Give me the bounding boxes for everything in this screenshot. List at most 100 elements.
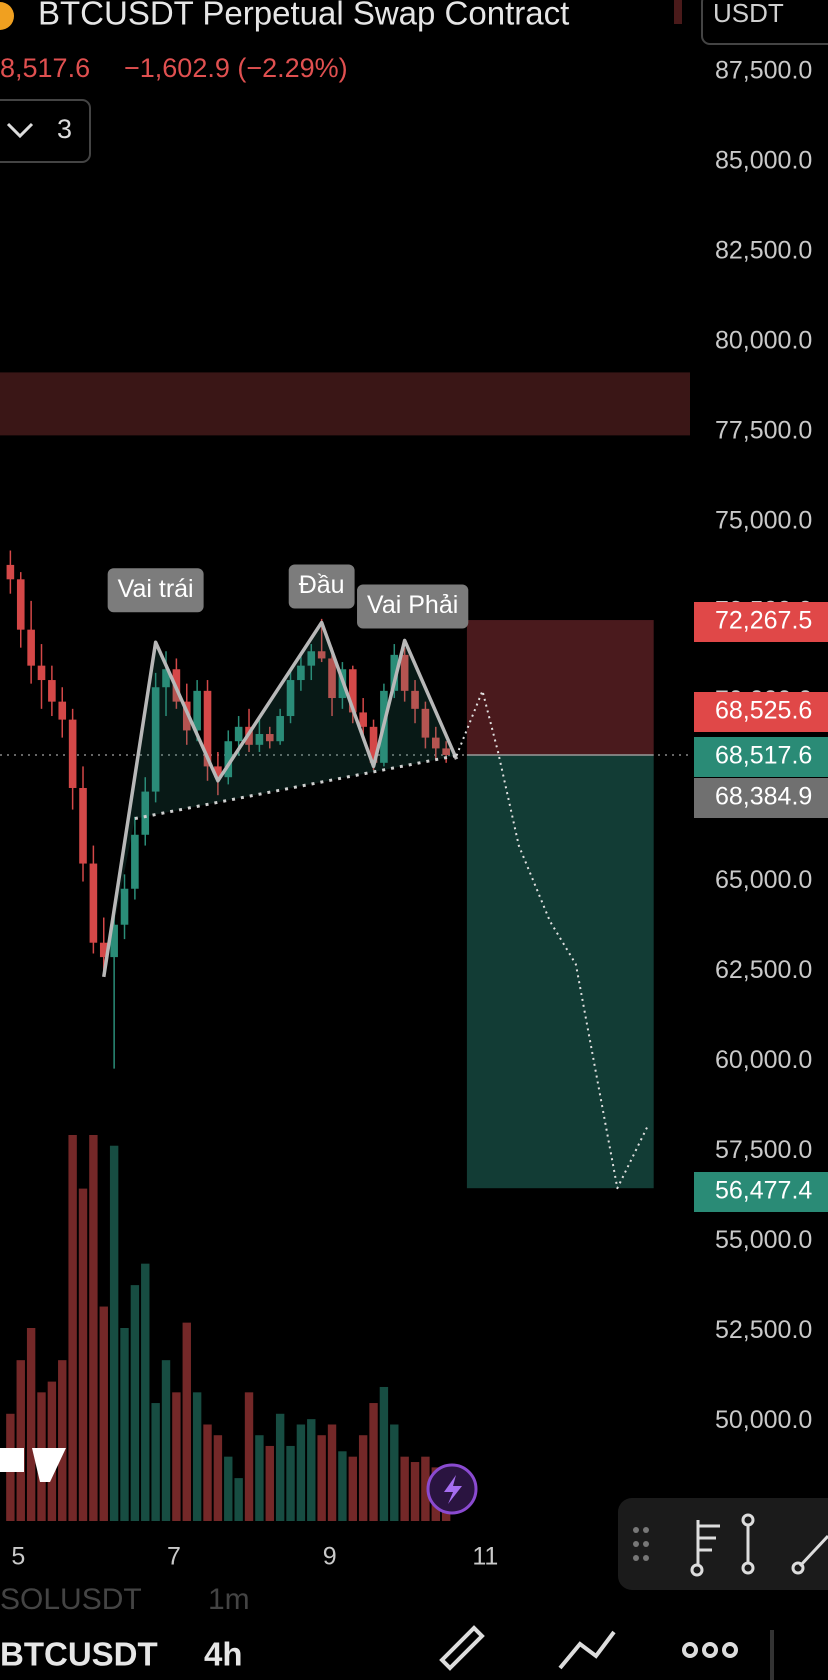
y-tick-label: 57,500.0 bbox=[715, 1136, 812, 1164]
annotation-box bbox=[357, 584, 469, 629]
candle-body bbox=[255, 734, 264, 745]
volume-bar bbox=[265, 1445, 274, 1521]
volume-bar bbox=[172, 1392, 181, 1521]
candle-body bbox=[411, 690, 419, 709]
currency-box[interactable] bbox=[701, 0, 828, 45]
x-tick-label: 11 bbox=[472, 1543, 498, 1571]
volume-bar bbox=[99, 1306, 108, 1521]
volume-bar bbox=[327, 1424, 337, 1521]
volume-bar bbox=[130, 1285, 140, 1521]
volume-bar bbox=[151, 1403, 160, 1521]
indicator-toggle[interactable] bbox=[0, 99, 91, 163]
candle-body bbox=[265, 734, 274, 742]
tool-icons[interactable] bbox=[690, 1513, 828, 1577]
price-tag bbox=[694, 602, 828, 642]
volume-bar bbox=[348, 1456, 357, 1521]
candle-body bbox=[120, 888, 129, 925]
x-tick-label: 9 bbox=[323, 1543, 337, 1571]
resistance-zone bbox=[0, 372, 690, 436]
candle-body bbox=[234, 726, 243, 742]
candle-body bbox=[400, 654, 409, 691]
lightning-icon bbox=[444, 1475, 462, 1504]
y-tick-label: 50,000.0 bbox=[715, 1406, 812, 1434]
candle-body bbox=[286, 680, 295, 717]
candle-body bbox=[431, 737, 440, 749]
neckline bbox=[134, 754, 457, 821]
annotation-label: Vai Phải bbox=[367, 591, 458, 619]
y-tick-label: 60,000.0 bbox=[715, 1046, 812, 1074]
volume-bar bbox=[213, 1435, 223, 1521]
volume-bar bbox=[120, 1328, 129, 1521]
price-tag bbox=[694, 692, 828, 732]
previous-interval[interactable]: 1m bbox=[208, 1583, 250, 1616]
volume-bar bbox=[58, 1360, 67, 1521]
y-tick-label: 87,500.0 bbox=[715, 57, 812, 85]
pattern-fill bbox=[103, 622, 457, 977]
candle-body bbox=[317, 651, 326, 659]
volume-bar bbox=[296, 1424, 306, 1521]
target-zone bbox=[466, 754, 654, 1189]
pattern-line bbox=[102, 620, 459, 978]
price-tag-label: 56,477.4 bbox=[715, 1177, 812, 1205]
y-tick-label: 77,500.0 bbox=[715, 416, 812, 444]
currency: USDT bbox=[713, 0, 784, 28]
candle-body bbox=[328, 658, 336, 699]
interval[interactable]: 4h bbox=[204, 1636, 243, 1673]
volume-bar bbox=[203, 1424, 212, 1521]
candle-body bbox=[224, 741, 233, 778]
price-tag-label: 68,384.9 bbox=[715, 783, 812, 811]
y-tick-label: 65,000.0 bbox=[715, 866, 812, 894]
candle-body bbox=[79, 787, 87, 864]
annotation-label: Đầu bbox=[299, 571, 345, 599]
annotation-box bbox=[288, 564, 355, 609]
volume-bar bbox=[244, 1392, 254, 1521]
volume-bar bbox=[141, 1263, 150, 1521]
candle-body bbox=[276, 716, 284, 742]
candle-body bbox=[151, 687, 160, 792]
candle-body bbox=[27, 629, 35, 666]
candle-body bbox=[89, 863, 98, 943]
x-tick-label: 5 bbox=[11, 1543, 25, 1571]
candle-body bbox=[297, 665, 305, 681]
volume-bar bbox=[192, 1392, 202, 1521]
volume-bar bbox=[16, 1360, 25, 1521]
volume-bar bbox=[275, 1413, 285, 1521]
symbol[interactable]: BTCUSDT bbox=[0, 1636, 158, 1673]
candle-body bbox=[369, 726, 378, 763]
volume-bar bbox=[400, 1456, 409, 1521]
candle-body bbox=[131, 834, 139, 889]
previous-symbol[interactable]: SOLUSDT bbox=[0, 1583, 142, 1616]
volume-bar bbox=[338, 1451, 347, 1521]
symbol-title: BTCUSDT Perpetual Swap Contract bbox=[38, 0, 569, 32]
y-tick-label: 80,000.0 bbox=[715, 326, 812, 354]
candle-body bbox=[359, 712, 367, 727]
candle-body bbox=[162, 669, 170, 688]
bottom-icons[interactable] bbox=[439, 1625, 774, 1680]
volume-bar bbox=[109, 1145, 119, 1521]
candle-body bbox=[193, 690, 201, 731]
y-tick-label: 55,000.0 bbox=[715, 1226, 812, 1254]
volume-bar bbox=[410, 1462, 420, 1521]
volume-bar bbox=[286, 1445, 295, 1521]
volume-bar bbox=[255, 1435, 264, 1521]
candle-body bbox=[58, 701, 67, 720]
volume-bar bbox=[358, 1435, 368, 1521]
volume-bar bbox=[379, 1386, 389, 1521]
y-tick-label: 52,500.0 bbox=[715, 1316, 812, 1344]
y-tick-label: 85,000.0 bbox=[715, 147, 812, 175]
volume-bar bbox=[390, 1424, 399, 1521]
candle-body bbox=[6, 564, 15, 580]
price-tag-label: 72,267.5 bbox=[715, 607, 812, 635]
candle-body bbox=[390, 654, 399, 691]
price-tag-label: 68,525.6 bbox=[715, 697, 812, 725]
price-tag bbox=[694, 778, 828, 818]
chevron bbox=[6, 122, 34, 139]
candle-body bbox=[442, 748, 450, 755]
candle-body bbox=[307, 651, 316, 666]
candle-body bbox=[99, 942, 108, 958]
scroll-marker bbox=[674, 0, 682, 24]
volume-bar bbox=[421, 1456, 430, 1521]
last-price: 8,517.6 bbox=[0, 53, 90, 83]
